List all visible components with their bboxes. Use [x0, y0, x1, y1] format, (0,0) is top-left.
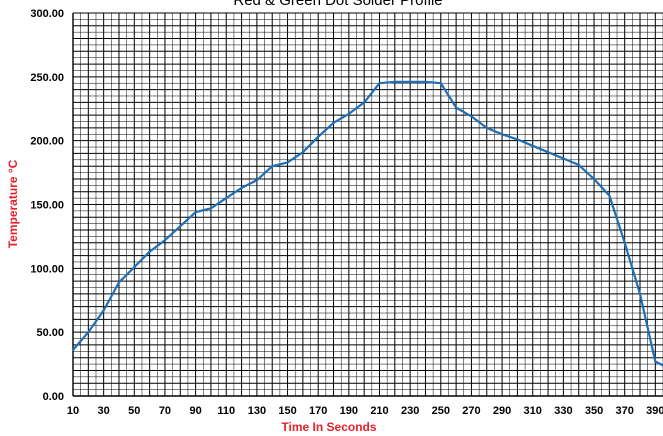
data-point — [409, 80, 412, 84]
data-point — [133, 265, 136, 269]
data-point — [255, 179, 258, 182]
data-point — [363, 101, 366, 104]
x-tick-label: 50 — [128, 405, 140, 417]
y-tick-label: 300.00 — [30, 8, 64, 20]
data-point — [286, 161, 289, 164]
grid-lines — [72, 12, 663, 397]
data-point — [179, 225, 182, 228]
data-point — [592, 177, 596, 181]
x-tick-label: 390 — [646, 405, 663, 417]
data-point — [531, 144, 534, 147]
data-point — [500, 133, 504, 136]
x-tick-label: 110 — [217, 405, 235, 417]
data-point — [654, 360, 657, 363]
data-point — [271, 165, 274, 168]
data-point — [117, 281, 121, 284]
x-tick-label: 10 — [67, 405, 79, 417]
chart-title: Red & Green Dot Solder Profile — [233, 0, 442, 9]
y-axis-label: Temperature °C — [6, 159, 20, 248]
x-tick-label: 130 — [248, 405, 266, 417]
data-point — [638, 292, 642, 295]
y-tick-label: 50.00 — [36, 327, 64, 339]
x-axis-ticks: 10 30 50 70 90 110 130 150 170 190 210 230 250 270 290… — [67, 405, 663, 417]
x-tick-label: 230 — [401, 405, 419, 417]
y-tick-label: 250.00 — [30, 72, 64, 84]
x-tick-label: 270 — [462, 405, 480, 417]
data-point — [439, 82, 442, 85]
data-point — [577, 163, 580, 167]
data-point — [470, 115, 473, 118]
x-tick-label: 210 — [370, 405, 388, 417]
data-point — [317, 135, 320, 138]
data-point — [240, 186, 243, 190]
data-point — [194, 211, 197, 214]
x-tick-label: 190 — [340, 405, 358, 417]
x-tick-label: 90 — [189, 405, 201, 417]
x-tick-label: 30 — [98, 405, 110, 417]
data-point — [424, 80, 427, 84]
data-point — [485, 126, 488, 129]
x-tick-label: 370 — [616, 405, 634, 417]
data-point — [516, 138, 519, 141]
data-point — [148, 250, 151, 253]
data-point — [546, 151, 550, 154]
data-point — [163, 239, 167, 242]
y-tick-label: 150.00 — [30, 200, 64, 212]
y-tick-label: 0.00 — [43, 391, 64, 403]
data-point — [608, 194, 611, 197]
series-line — [72, 80, 663, 367]
data-point — [102, 309, 105, 312]
x-tick-label: 330 — [554, 405, 572, 417]
x-tick-label: 310 — [524, 405, 542, 417]
data-point — [562, 157, 565, 160]
data-point — [71, 348, 75, 352]
data-point — [393, 80, 396, 84]
y-tick-label: 200.00 — [30, 136, 64, 148]
data-point — [87, 331, 90, 334]
x-axis-label: Time In Seconds — [281, 420, 376, 434]
data-point — [378, 82, 381, 85]
data-point — [455, 106, 458, 109]
x-tick-label: 290 — [493, 405, 511, 417]
y-tick-label: 100.00 — [30, 263, 64, 275]
x-tick-label: 350 — [585, 405, 603, 417]
data-point — [332, 121, 335, 124]
data-point — [301, 151, 304, 154]
data-point — [623, 241, 626, 244]
x-tick-label: 70 — [159, 405, 171, 417]
y-axis-ticks: 0.00 50.00 100.00 150.00 200.00 250.00 300.00 — [30, 8, 64, 403]
data-point — [347, 112, 350, 115]
x-tick-label: 150 — [278, 405, 296, 417]
series-group — [71, 80, 663, 367]
data-point — [225, 197, 228, 200]
x-tick-label: 250 — [432, 405, 450, 417]
data-point — [209, 207, 213, 210]
x-tick-label: 170 — [309, 405, 327, 417]
